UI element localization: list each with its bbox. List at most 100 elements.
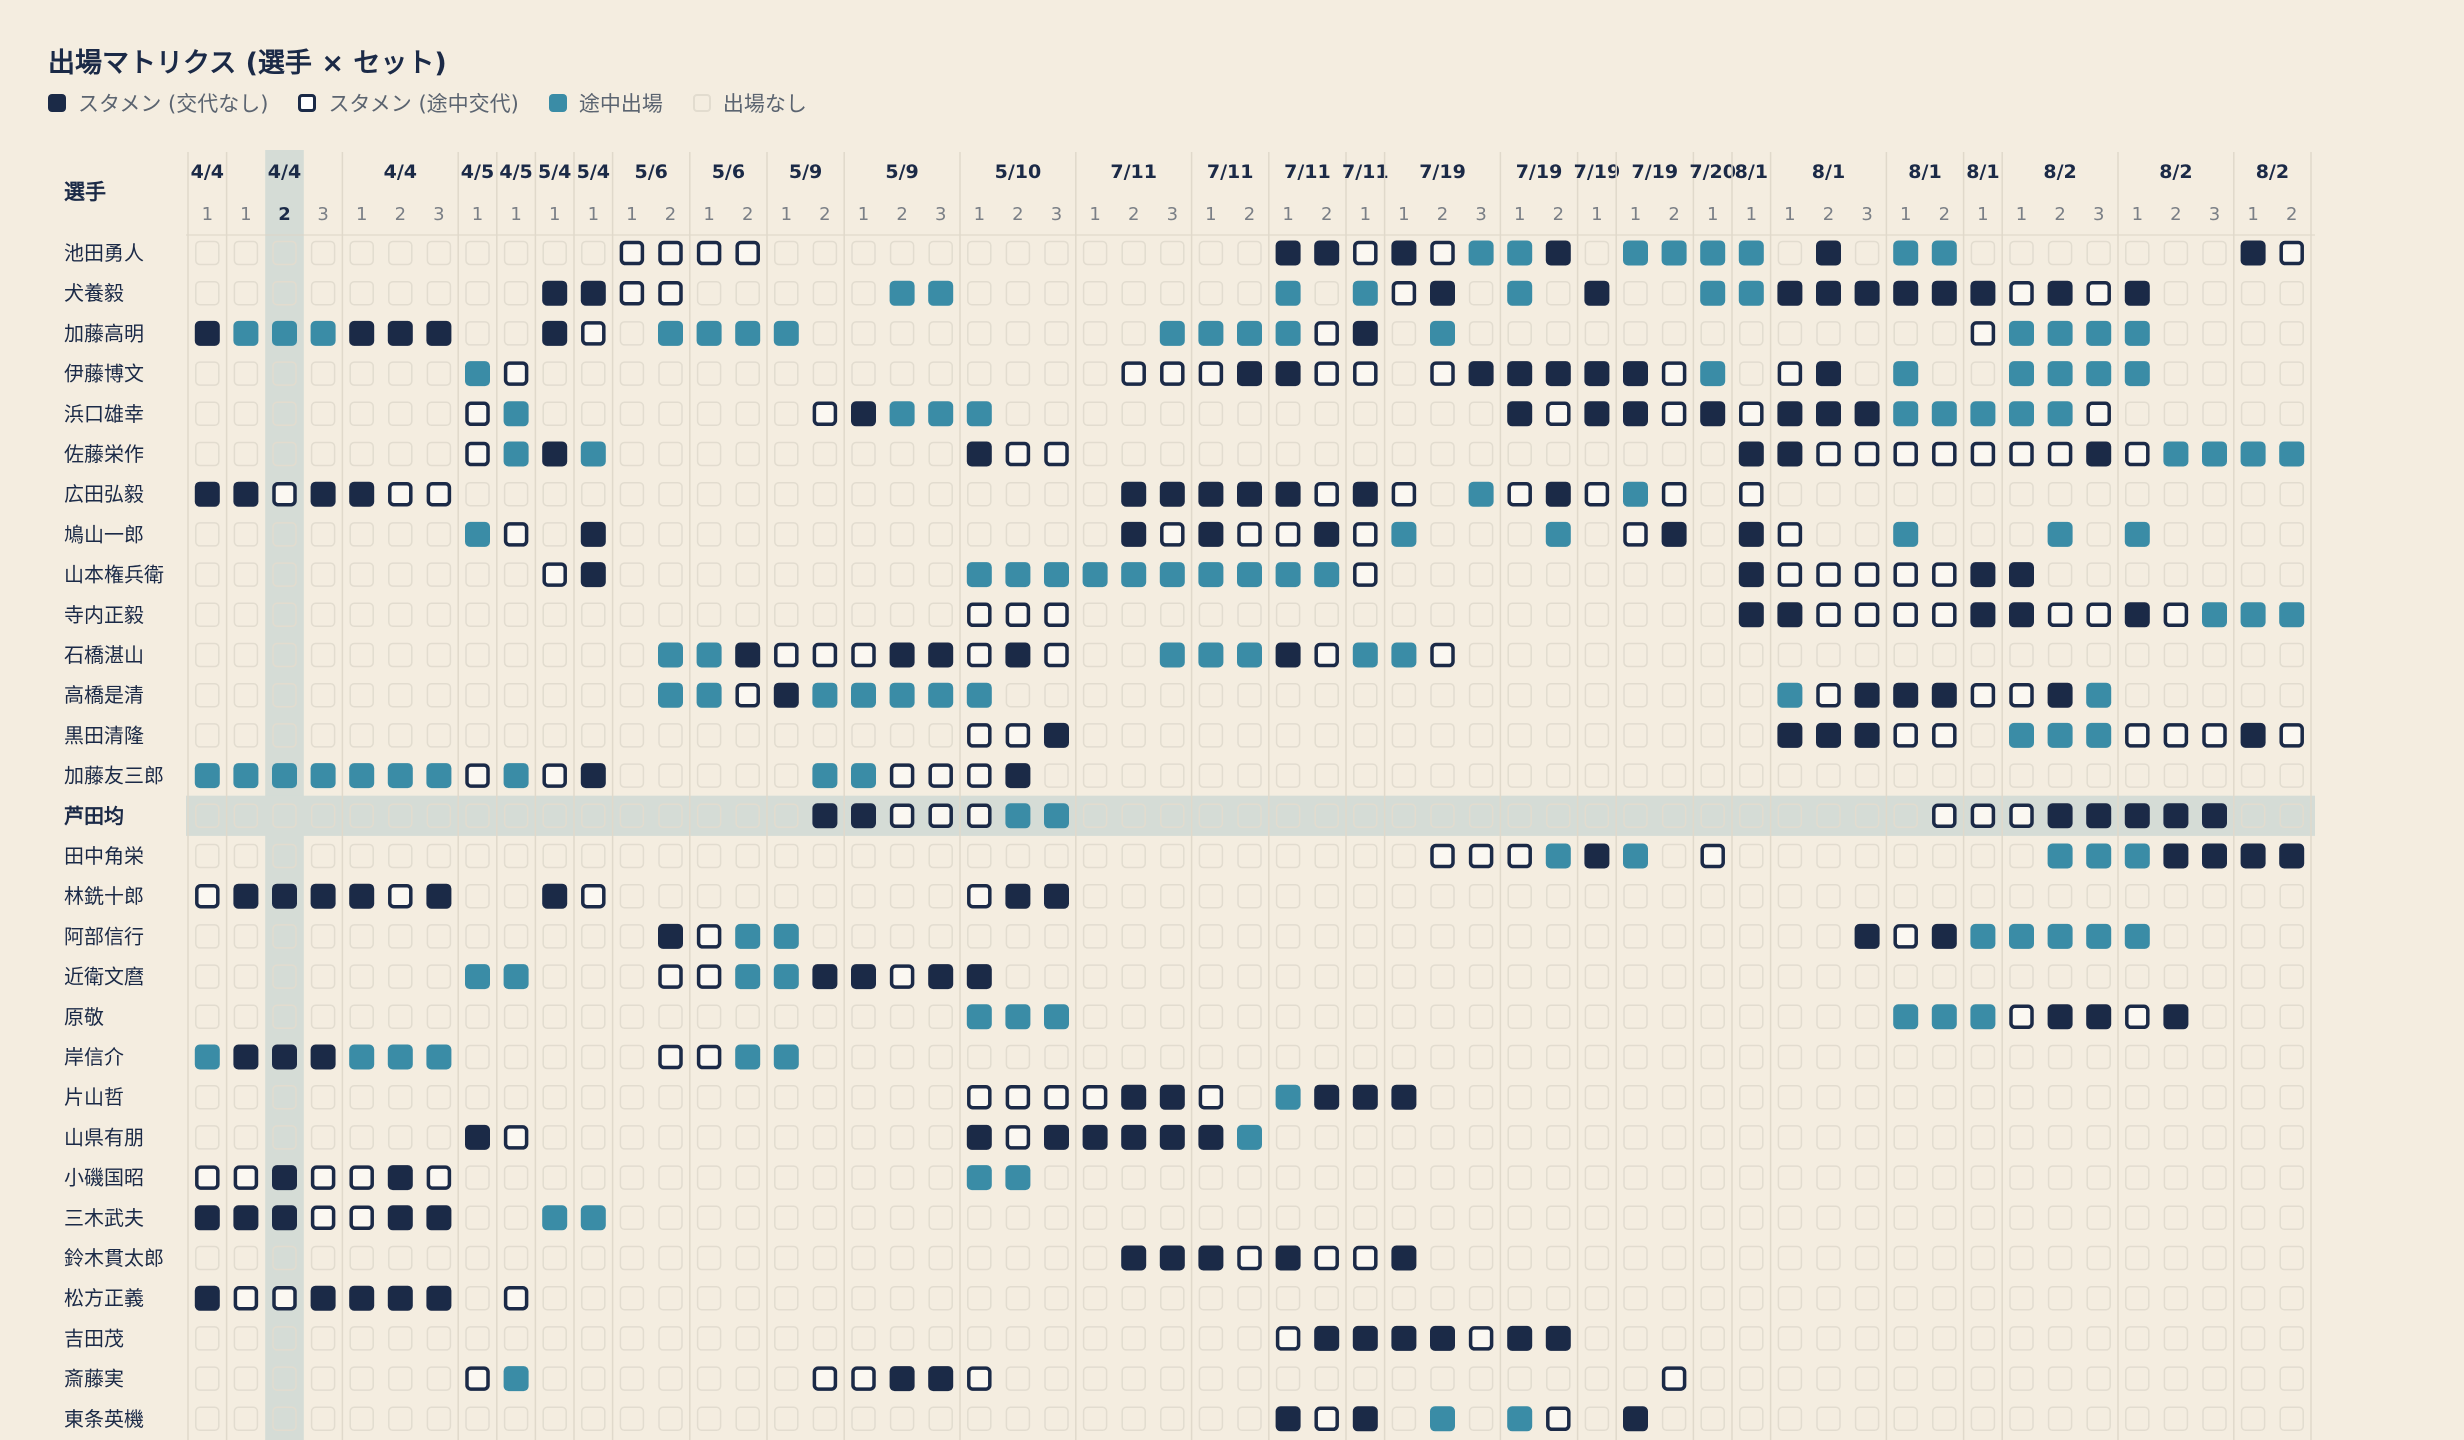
- cell-no-appearance: [619, 602, 645, 628]
- cell-no-appearance: [1739, 723, 1764, 748]
- cell-substitute-in: [928, 401, 954, 427]
- cell-no-appearance: [1430, 1245, 1455, 1271]
- cell-starter-full: [1314, 1325, 1340, 1351]
- set-number-label: 2: [1823, 204, 1834, 225]
- cell-starter-full: [2047, 803, 2073, 829]
- set-number-label: 1: [2132, 204, 2143, 225]
- cell-no-appearance: [812, 1004, 838, 1030]
- player-name: 片山哲: [64, 1085, 124, 1109]
- cell-no-appearance: [1932, 1285, 1957, 1311]
- cell-no-appearance: [1430, 522, 1455, 547]
- cell-no-appearance: [2009, 1245, 2034, 1271]
- cell-no-appearance: [388, 1245, 413, 1271]
- cell-no-appearance: [1121, 723, 1146, 748]
- cell-no-appearance: [1932, 843, 1957, 869]
- cell-no-appearance: [1584, 1004, 1610, 1030]
- cell-no-appearance: [1314, 441, 1339, 467]
- cell-no-appearance: [542, 1245, 567, 1271]
- cell-no-appearance: [1546, 1366, 1571, 1391]
- set-number-label: 1: [1591, 204, 1602, 225]
- cell-no-appearance: [1198, 401, 1224, 427]
- cell-no-appearance: [465, 321, 490, 346]
- cell-no-appearance: [1661, 1084, 1687, 1110]
- cell-starter-full: [1545, 240, 1571, 266]
- cell-no-appearance: [581, 803, 606, 829]
- cell-no-appearance: [2009, 1406, 2034, 1432]
- cell-no-appearance: [1237, 280, 1262, 306]
- cell-no-appearance: [272, 723, 297, 748]
- cell-no-appearance: [851, 361, 876, 386]
- cell-no-appearance: [272, 1004, 297, 1030]
- cell-no-appearance: [1314, 280, 1339, 306]
- cell-no-appearance: [503, 682, 529, 708]
- cell-substitute-in: [1738, 280, 1764, 306]
- cell-starter-full: [1198, 481, 1224, 507]
- cell-no-appearance: [774, 883, 799, 909]
- cell-no-appearance: [1082, 1406, 1108, 1432]
- cell-no-appearance: [1468, 1205, 1494, 1231]
- cell-no-appearance: [1430, 1004, 1455, 1030]
- cell-no-appearance: [1082, 803, 1108, 829]
- cell-no-appearance: [1353, 883, 1378, 909]
- cell-no-appearance: [1237, 1326, 1262, 1351]
- cell-starter-full: [889, 642, 915, 668]
- cell-no-appearance: [2125, 763, 2150, 788]
- cell-no-appearance: [542, 1326, 567, 1351]
- cell-no-appearance: [967, 1326, 992, 1351]
- cell-no-appearance: [851, 441, 876, 467]
- cell-starter-subbed: [1468, 1326, 1494, 1351]
- cell-no-appearance: [696, 1205, 722, 1231]
- cell-no-appearance: [2202, 1326, 2227, 1351]
- cell-no-appearance: [1314, 1165, 1339, 1190]
- cell-substitute-in: [966, 682, 992, 708]
- legend-swatch-sub: [298, 94, 317, 112]
- cell-no-appearance: [1275, 441, 1301, 467]
- cell-no-appearance: [1893, 964, 1918, 989]
- cell-no-appearance: [310, 843, 336, 869]
- cell-no-appearance: [1275, 964, 1301, 989]
- cell-starter-subbed: [1275, 522, 1301, 547]
- cell-no-appearance: [1082, 1165, 1108, 1190]
- legend: スタメン (交代なし) スタメン (途中交代) 途中出場 出場なし: [48, 86, 2428, 120]
- cell-no-appearance: [2240, 1165, 2266, 1190]
- cell-no-appearance: [1739, 1205, 1764, 1231]
- cell-starter-full: [1314, 521, 1340, 547]
- player-name: 鈴木貫太郎: [64, 1246, 164, 1270]
- cell-no-appearance: [581, 240, 606, 266]
- cell-substitute-in: [1391, 642, 1417, 668]
- cell-no-appearance: [1932, 642, 1957, 668]
- cell-substitute-in: [2086, 923, 2112, 949]
- player-name: 阿部信行: [64, 924, 144, 948]
- cell-no-appearance: [2125, 1366, 2150, 1391]
- cell-substitute-in: [889, 682, 915, 708]
- cell-starter-full: [1314, 240, 1340, 266]
- cell-no-appearance: [1507, 723, 1532, 748]
- cell-no-appearance: [426, 441, 452, 467]
- cell-substitute-in: [851, 682, 876, 708]
- cell-starter-subbed: [696, 240, 722, 266]
- cell-no-appearance: [928, 602, 953, 628]
- set-number-label: 1: [1707, 204, 1718, 225]
- cell-no-appearance: [1391, 883, 1417, 909]
- cell-starter-full: [1044, 1124, 1069, 1150]
- cell-starter-subbed: [1044, 642, 1069, 668]
- cell-no-appearance: [1198, 763, 1224, 788]
- cell-no-appearance: [619, 924, 645, 949]
- cell-no-appearance: [774, 522, 799, 547]
- cell-no-appearance: [1661, 321, 1687, 346]
- cell-no-appearance: [851, 1084, 876, 1110]
- cell-starter-full: [1970, 562, 1996, 588]
- cell-no-appearance: [2202, 1366, 2227, 1391]
- cell-no-appearance: [1893, 763, 1918, 788]
- cell-no-appearance: [735, 602, 760, 628]
- cell-starter-subbed: [1816, 562, 1841, 587]
- cell-starter-full: [542, 320, 568, 346]
- cell-no-appearance: [2279, 1125, 2304, 1150]
- cell-no-appearance: [1237, 1285, 1262, 1311]
- cell-no-appearance: [1623, 1245, 1648, 1271]
- cell-starter-full: [851, 803, 876, 829]
- cell-no-appearance: [2240, 682, 2266, 708]
- cell-no-appearance: [1121, 1044, 1146, 1070]
- match-date-label: 5/4: [577, 161, 610, 183]
- cell-no-appearance: [2163, 1205, 2189, 1231]
